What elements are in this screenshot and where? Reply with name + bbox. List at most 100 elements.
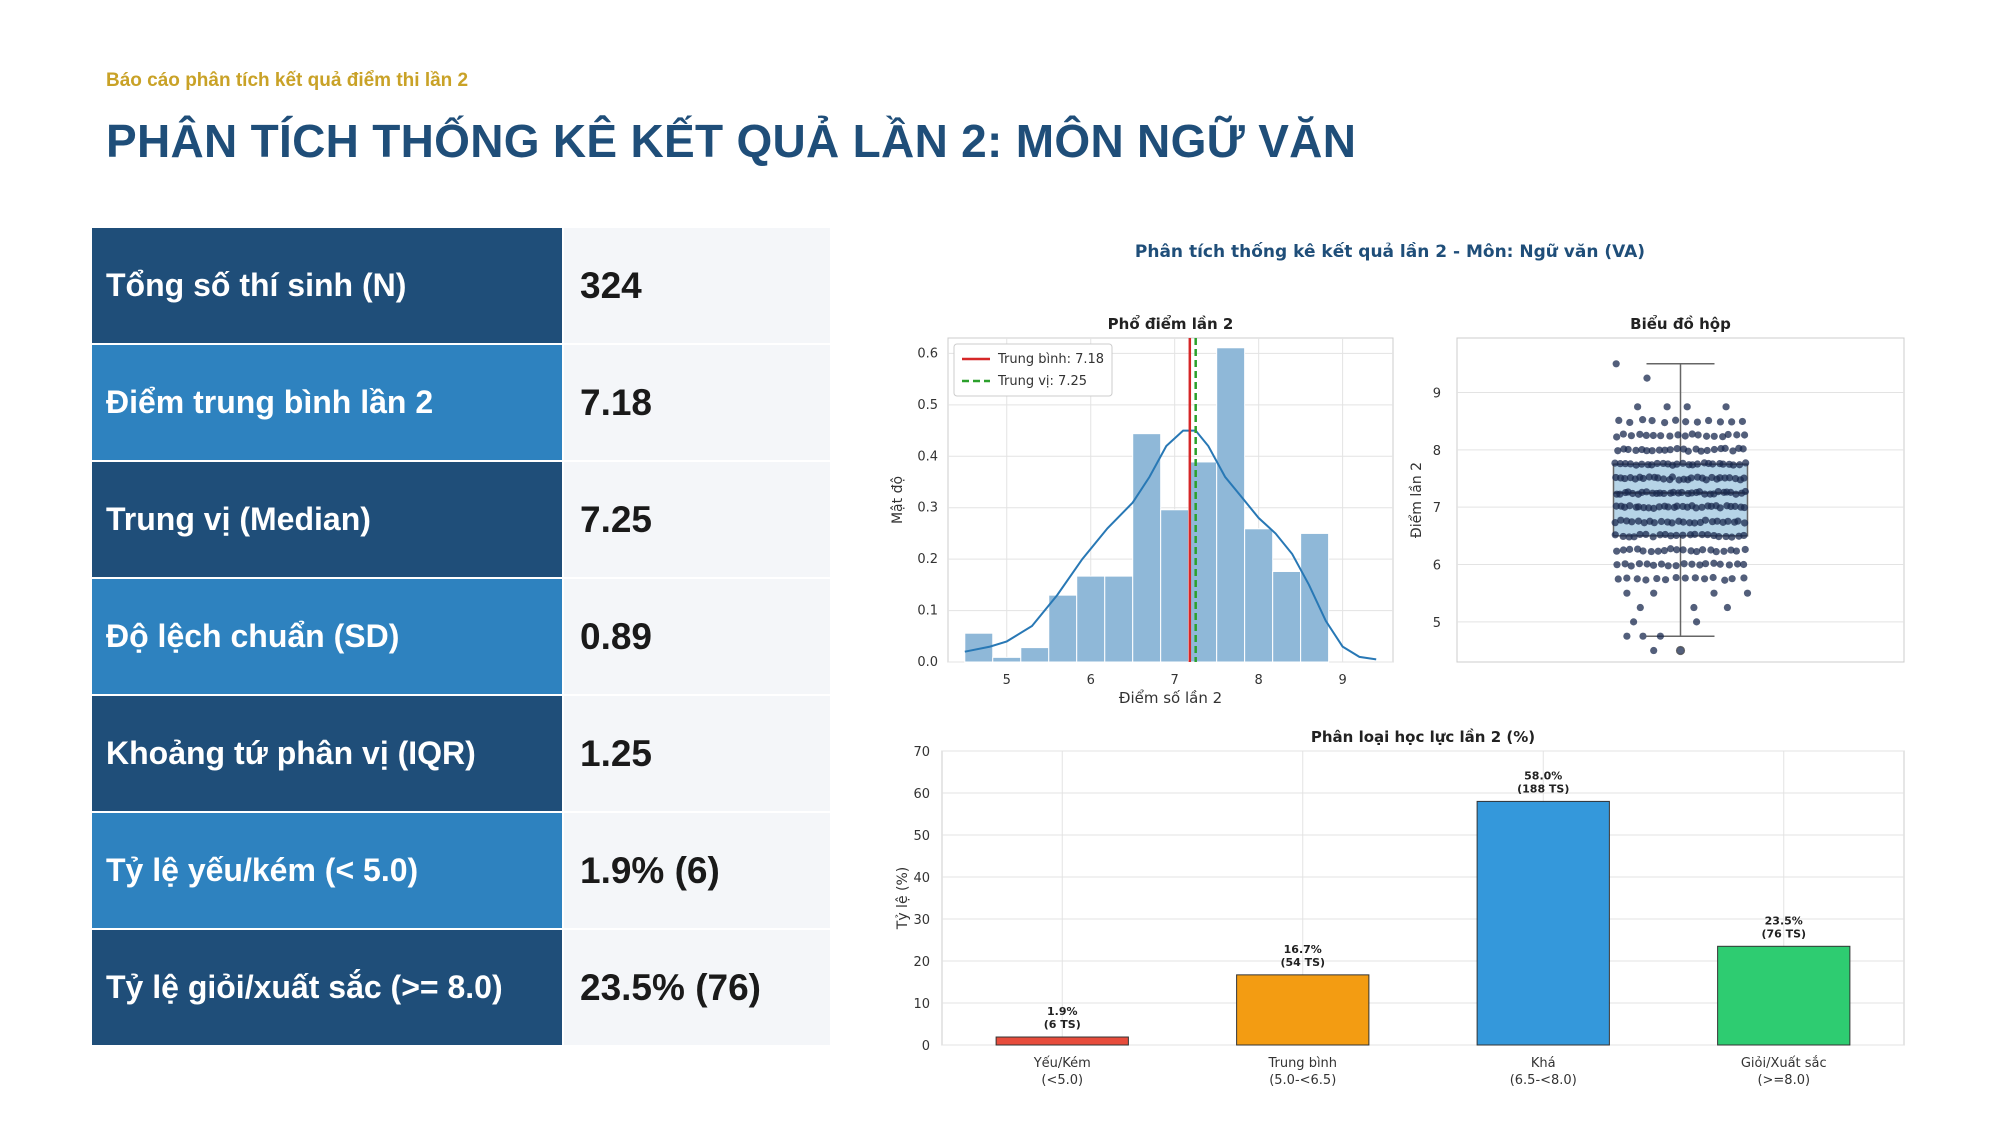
histogram-y-tick-label: 0.2 xyxy=(917,552,938,567)
strip-point xyxy=(1627,562,1635,570)
strip-point xyxy=(1626,502,1634,510)
stat-value: 1.9% (6) xyxy=(564,813,830,928)
strip-point xyxy=(1672,573,1680,582)
stat-row-iqr: Khoảng tứ phân vị (IQR) 1.25 xyxy=(92,696,830,811)
strip-point xyxy=(1616,490,1624,498)
strip-point xyxy=(1661,446,1669,454)
category-bar xyxy=(1476,800,1610,1046)
strip-point xyxy=(1621,474,1629,483)
strip-point xyxy=(1623,574,1631,582)
histogram-y-tick-label: 0.6 xyxy=(917,346,938,361)
strip-point xyxy=(1703,446,1711,455)
strip-point xyxy=(1704,416,1713,425)
strip-point xyxy=(1740,531,1748,540)
bar-category-label: Trung bình xyxy=(1267,1056,1337,1071)
strip-point xyxy=(1679,459,1687,467)
histogram-y-tick-label: 0.4 xyxy=(917,449,938,464)
strip-point xyxy=(1700,575,1709,583)
strip-point xyxy=(1694,431,1702,439)
histogram-bar xyxy=(992,656,1022,663)
strip-point xyxy=(1642,431,1650,440)
strip-point xyxy=(1613,433,1621,441)
strip-point xyxy=(1623,632,1631,640)
strip-point xyxy=(1659,475,1668,483)
strip-point xyxy=(1704,531,1712,539)
strip-point xyxy=(1679,546,1687,554)
strip-point xyxy=(1653,459,1661,468)
barchart-title: Phân loại học lực lần 2 (%) xyxy=(1311,728,1535,746)
strip-point xyxy=(1614,575,1622,583)
strip-point xyxy=(1681,574,1689,582)
strip-point xyxy=(1702,432,1711,440)
strip-point xyxy=(1698,503,1706,511)
strip-point xyxy=(1624,445,1632,454)
strip-point xyxy=(1645,473,1653,481)
histogram-bar xyxy=(1188,461,1218,663)
category-bar xyxy=(995,1036,1129,1046)
histogram-y-tick-label: 0.5 xyxy=(917,398,938,413)
strip-point xyxy=(1729,447,1737,455)
barchart-y-tick-label: 30 xyxy=(913,913,930,928)
strip-point xyxy=(1636,430,1644,438)
strip-point xyxy=(1666,545,1675,553)
strip-point xyxy=(1647,547,1655,556)
stat-value: 7.25 xyxy=(564,462,830,577)
bar-category-range-label: (6.5-<8.0) xyxy=(1510,1073,1577,1088)
strip-point xyxy=(1687,474,1695,482)
bar-category-label: Giỏi/Xuất sắc xyxy=(1741,1056,1827,1071)
strip-point xyxy=(1666,432,1674,440)
strip-point xyxy=(1657,432,1665,440)
strip-point xyxy=(1657,517,1665,526)
bar-category-range-label: (>=8.0) xyxy=(1757,1073,1810,1088)
strip-point xyxy=(1688,560,1696,568)
barchart-y-tick-label: 0 xyxy=(922,1039,930,1054)
strip-point xyxy=(1679,531,1687,539)
strip-point xyxy=(1623,589,1631,597)
strip-point xyxy=(1643,560,1651,568)
strip-point xyxy=(1648,416,1656,425)
histogram-bar xyxy=(1272,570,1302,663)
strip-point xyxy=(1693,418,1702,426)
strip-point xyxy=(1654,547,1662,555)
stat-row-total: Tổng số thí sinh (N) 324 xyxy=(92,228,830,343)
legend-median-label: Trung vị: 7.25 xyxy=(997,374,1087,389)
strip-point xyxy=(1648,461,1656,469)
strip-point xyxy=(1660,489,1668,498)
strip-point xyxy=(1629,489,1637,498)
strip-point xyxy=(1698,530,1706,539)
strip-point xyxy=(1728,575,1736,583)
strip-point xyxy=(1660,546,1669,555)
strip-point xyxy=(1733,431,1741,439)
bar-percent-label: 1.9% xyxy=(1047,1005,1078,1018)
strip-point xyxy=(1630,533,1638,541)
strip-point xyxy=(1664,562,1672,570)
strip-point xyxy=(1672,416,1680,424)
strip-point xyxy=(1636,530,1644,539)
strip-point xyxy=(1639,547,1647,555)
strip-point xyxy=(1692,504,1700,512)
histogram-x-tick-label: 6 xyxy=(1087,673,1095,688)
strip-point xyxy=(1740,474,1748,482)
strip-point xyxy=(1690,603,1698,612)
stat-label: Khoảng tứ phân vị (IQR) xyxy=(92,696,562,811)
barchart-y-tick-label: 40 xyxy=(913,871,930,886)
strip-point xyxy=(1679,518,1687,526)
strip-point xyxy=(1701,516,1710,524)
barchart-y-tick-label: 60 xyxy=(913,787,930,802)
figure-suptitle: Phân tích thống kê kết quả lần 2 - Môn: … xyxy=(1135,241,1645,262)
strip-point xyxy=(1639,632,1647,640)
strip-point xyxy=(1714,487,1722,496)
category-bar xyxy=(1717,945,1851,1046)
strip-point xyxy=(1638,460,1646,468)
stat-row-mean: Điểm trung bình lần 2 7.18 xyxy=(92,345,830,460)
histogram-title: Phổ điểm lần 2 xyxy=(1108,314,1234,333)
strip-point xyxy=(1636,603,1644,612)
stat-value: 7.18 xyxy=(564,345,830,460)
strip-point xyxy=(1626,545,1634,553)
stat-row-sd: Độ lệch chuẩn (SD) 0.89 xyxy=(92,579,830,694)
stat-value: 324 xyxy=(564,228,830,343)
boxplot-y-tick-label: 8 xyxy=(1433,444,1441,459)
strip-point xyxy=(1632,446,1640,454)
strip-point xyxy=(1612,360,1620,368)
strip-point xyxy=(1738,417,1747,426)
